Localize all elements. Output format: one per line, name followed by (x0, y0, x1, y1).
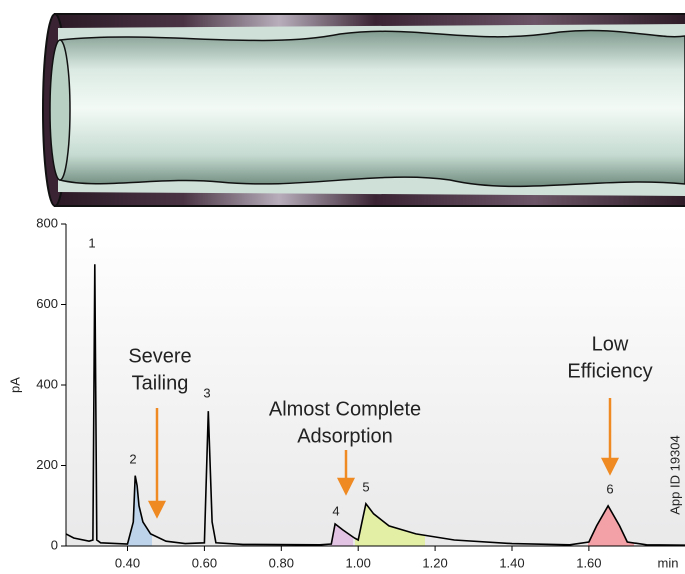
callout: Adsorption (297, 425, 393, 447)
trace (65, 264, 685, 546)
y-tick-label: 0 (51, 537, 58, 552)
x-tick-label: 1.00 (346, 555, 371, 570)
x-tick-label: 1.20 (422, 555, 447, 570)
y-tick-label: 800 (36, 215, 58, 230)
peak-fill (330, 523, 353, 546)
callout: Tailing (132, 372, 189, 394)
peak-label: 3 (203, 385, 210, 400)
callout: Severe (128, 345, 191, 367)
x-axis-label: min (658, 555, 679, 570)
x-tick-label: 0.40 (115, 555, 140, 570)
column-illustration (42, 13, 685, 207)
arrows (147, 398, 620, 519)
x-tick-label: 1.60 (576, 555, 601, 570)
y-tick-label: 600 (36, 296, 58, 311)
peak-fill (355, 503, 425, 546)
callout: Almost Complete (269, 398, 421, 420)
y-tick-label: 400 (36, 376, 58, 391)
x-tick-label: 0.60 (192, 555, 217, 570)
x-tick-label: 0.80 (269, 555, 294, 570)
peak-label: 1 (88, 235, 95, 250)
peak-fill (588, 505, 634, 546)
y-axis-label: pA (7, 377, 22, 393)
x-tick-label: 1.40 (499, 555, 524, 570)
y-tick-label: 200 (36, 457, 58, 472)
peak-label: 2 (129, 451, 136, 466)
plot-area (66, 224, 685, 546)
app-id: App ID 19304 (667, 435, 682, 515)
callout: Efficiency (567, 360, 652, 382)
peak-label: 4 (332, 503, 339, 518)
peak-label: 5 (362, 479, 369, 494)
peak-label: 6 (606, 481, 613, 496)
callout: Low (592, 333, 629, 355)
